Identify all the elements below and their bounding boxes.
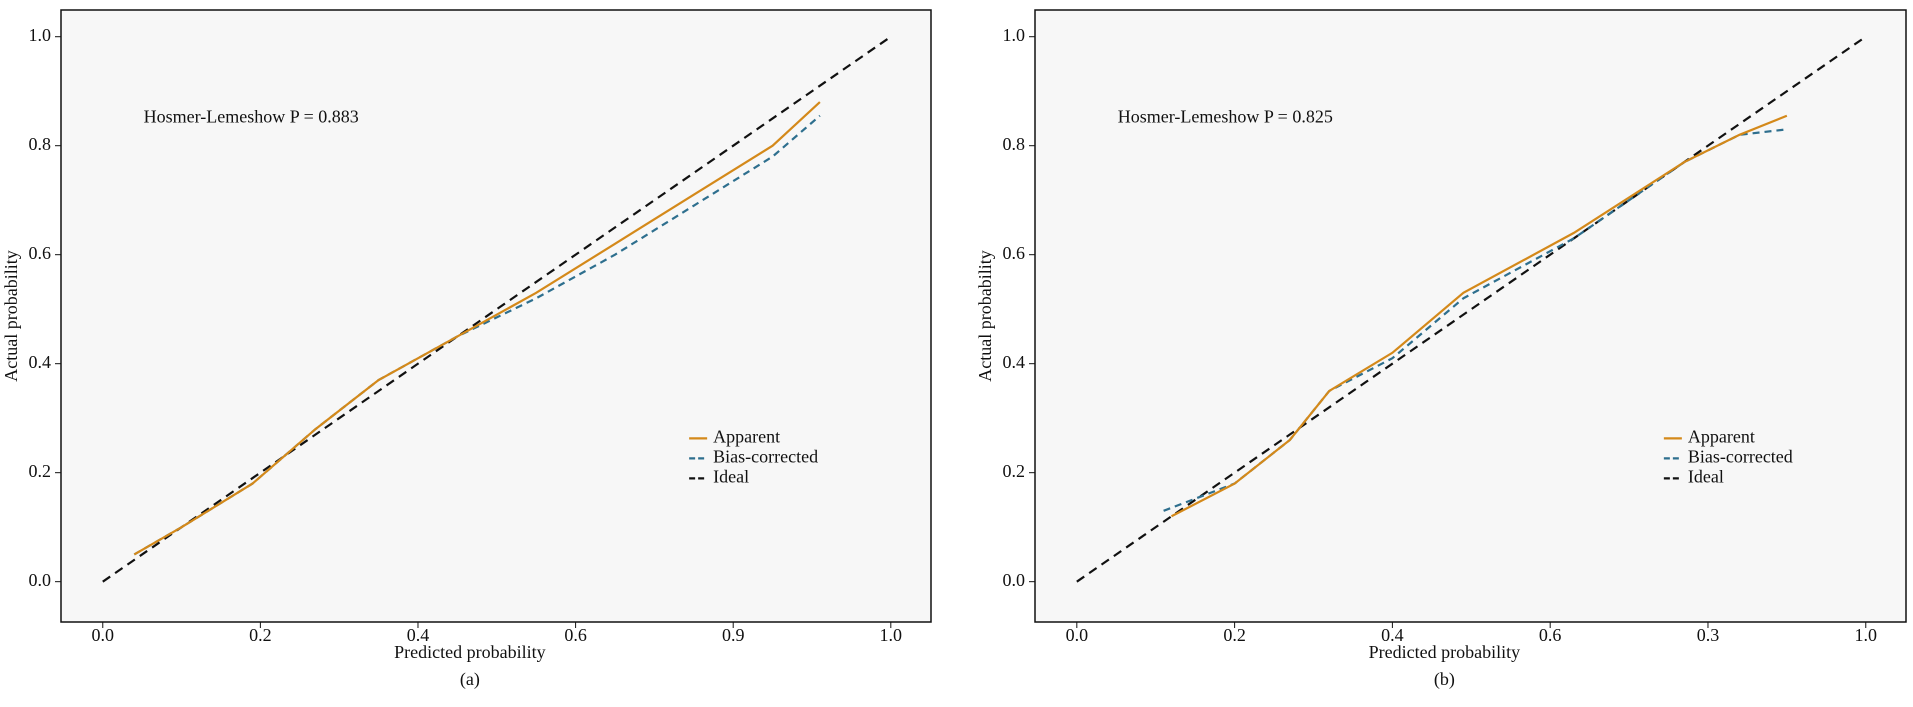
legend-label: Ideal bbox=[1688, 467, 1724, 487]
series-line bbox=[133, 101, 821, 556]
y-tick-label: 0.8 bbox=[29, 134, 52, 154]
y-tick-label: 0.6 bbox=[1003, 243, 1026, 263]
series-line bbox=[102, 35, 892, 583]
y-tick-label: 0.4 bbox=[29, 352, 52, 372]
series-line bbox=[1170, 114, 1788, 518]
y-tick-label: 0.0 bbox=[1003, 570, 1026, 590]
y-tick-label: 0.4 bbox=[1003, 352, 1026, 372]
x-tick-label: 0.9 bbox=[722, 625, 745, 645]
annotation: Hosmer-Lemeshow P = 0.825 bbox=[1118, 106, 1333, 126]
x-tick-label: 1.0 bbox=[880, 625, 903, 645]
x-axis-title: Predicted probability bbox=[394, 642, 545, 662]
x-tick-label: 0.4 bbox=[407, 625, 430, 645]
y-tick-label: 1.0 bbox=[29, 25, 52, 45]
y-tick-label: 0.8 bbox=[1003, 134, 1026, 154]
x-tick-label: 0.0 bbox=[1066, 625, 1089, 645]
x-tick-label: 0.2 bbox=[1223, 625, 1246, 645]
legend-label: Bias-corrected bbox=[1688, 447, 1793, 467]
x-axis-title: Predicted probability bbox=[1369, 642, 1520, 662]
y-tick-label: 0.6 bbox=[29, 243, 52, 263]
annotation: Hosmer-Lemeshow P = 0.883 bbox=[144, 106, 359, 126]
legend-label: Ideal bbox=[713, 467, 749, 487]
x-tick-label: 0.3 bbox=[1697, 625, 1720, 645]
y-tick-label: 0.0 bbox=[29, 570, 52, 590]
caption: (a) bbox=[460, 669, 480, 690]
plot-area bbox=[1034, 9, 1907, 623]
series-line bbox=[1076, 35, 1867, 583]
x-tick-label: 0.6 bbox=[564, 625, 587, 645]
caption: (b) bbox=[1434, 669, 1455, 690]
x-tick-label: 1.0 bbox=[1855, 625, 1878, 645]
x-tick-label: 0.0 bbox=[92, 625, 115, 645]
y-tick-label: 1.0 bbox=[1003, 25, 1026, 45]
legend-label: Apparent bbox=[1688, 427, 1755, 447]
x-tick-label: 0.2 bbox=[249, 625, 272, 645]
y-axis-title: Actual probability bbox=[1, 250, 21, 381]
y-tick-label: 0.2 bbox=[29, 461, 52, 481]
legend-label: Apparent bbox=[713, 427, 780, 447]
x-tick-label: 0.6 bbox=[1539, 625, 1562, 645]
y-axis-title: Actual probability bbox=[975, 250, 995, 381]
legend-label: Bias-corrected bbox=[713, 447, 818, 467]
x-tick-label: 0.4 bbox=[1381, 625, 1404, 645]
y-tick-label: 0.2 bbox=[1003, 461, 1026, 481]
